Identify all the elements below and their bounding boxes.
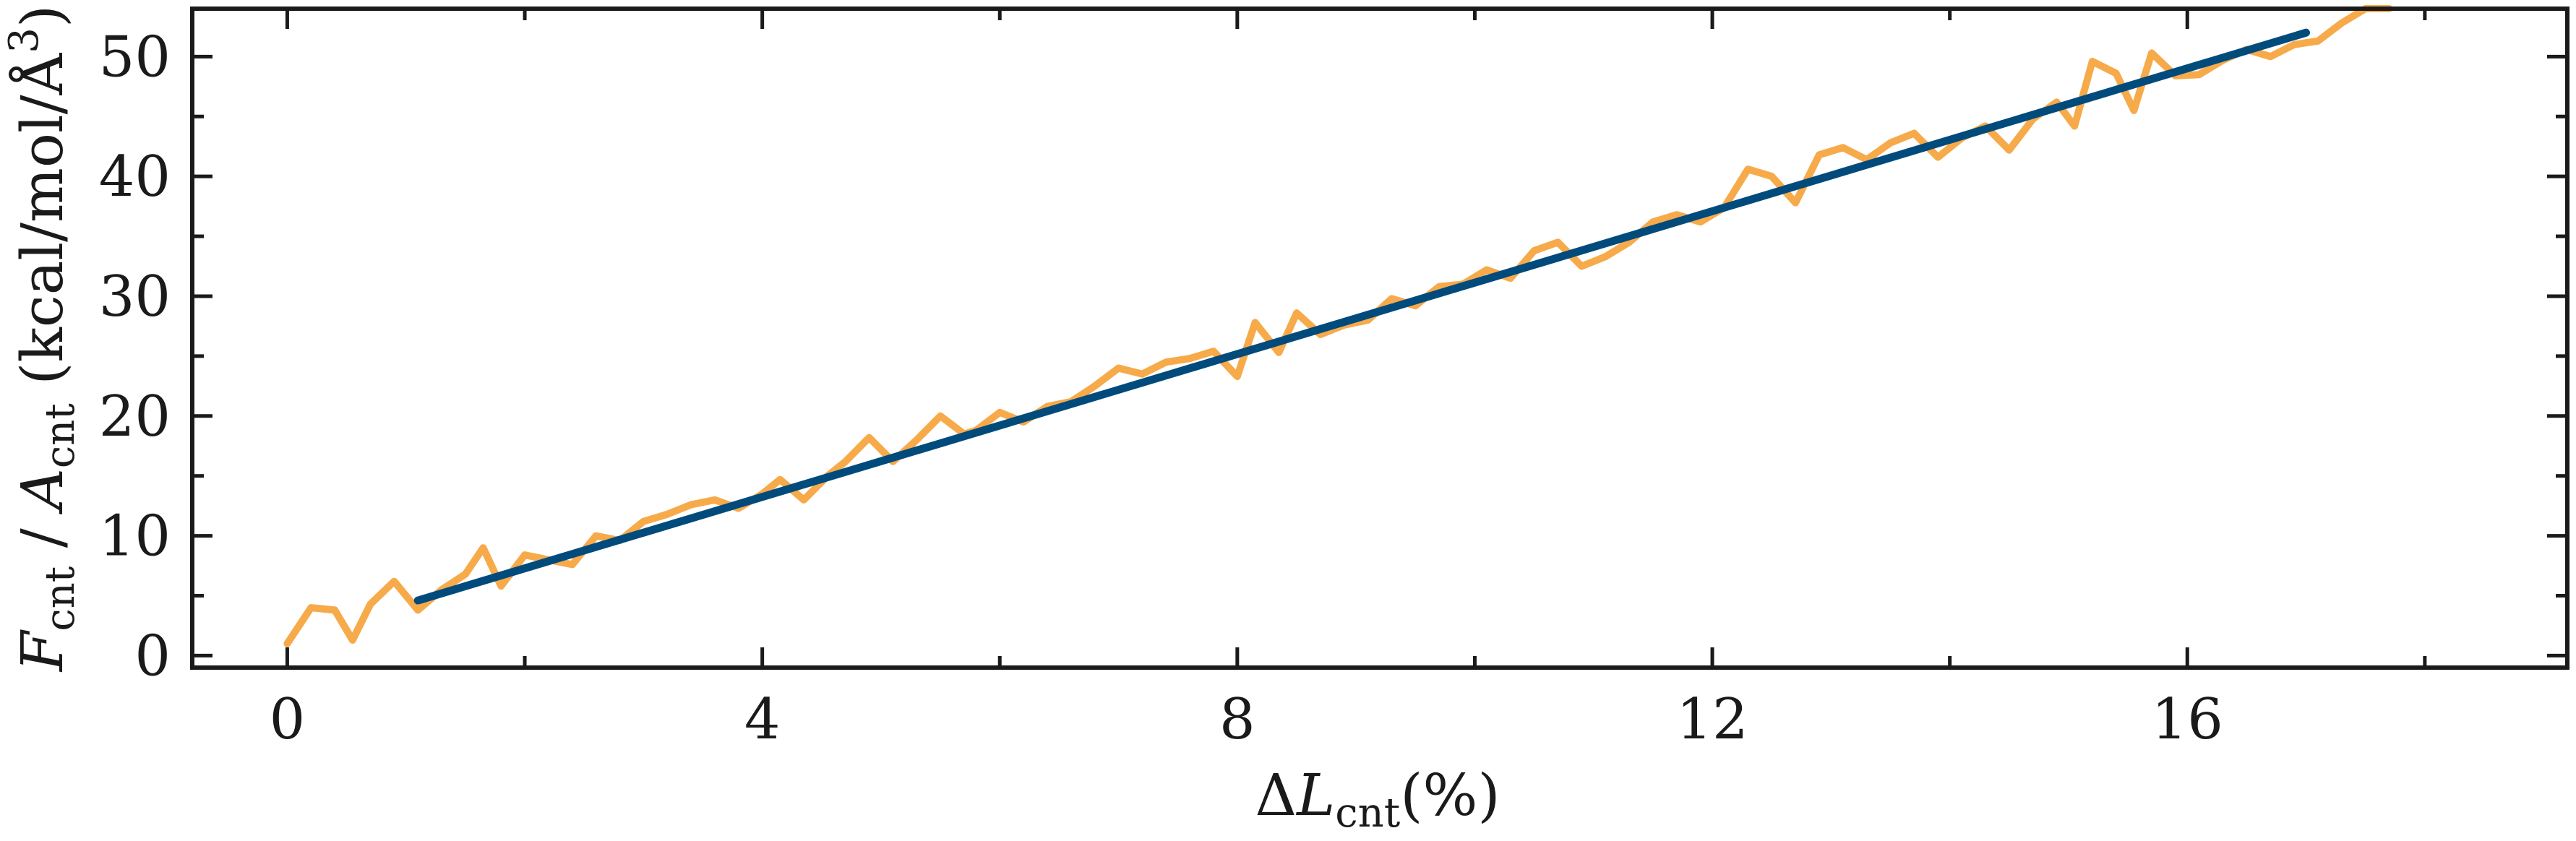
- y-tick-label: 20: [99, 384, 171, 449]
- x-tick-label: 8: [1219, 687, 1255, 752]
- series-layer: [283, 5, 2393, 647]
- x-tick-label: 16: [2152, 687, 2223, 752]
- y-tick-label: 0: [134, 624, 171, 689]
- tick-labels-layer: 0 4 8 12 16 0 10 20 30 40 50: [99, 25, 2223, 752]
- x-tick-label: 4: [744, 687, 781, 752]
- x-tick-label: 0: [270, 687, 306, 752]
- plot-frame: [190, 7, 2569, 670]
- y-tick-label: 50: [99, 25, 171, 90]
- y-tick-label: 30: [99, 264, 171, 329]
- y-axis-label: Fcnt / Acnt (kcal/mol/Å3): [1, 5, 84, 673]
- x-axis-label: ΔLcnt(%): [1255, 762, 1500, 837]
- y-tick-label: 40: [99, 145, 171, 210]
- series-line-fit: [413, 28, 2310, 605]
- x-tick-label: 12: [1676, 687, 1748, 752]
- ticks-layer: [192, 9, 2567, 668]
- y-tick-label: 10: [99, 504, 171, 569]
